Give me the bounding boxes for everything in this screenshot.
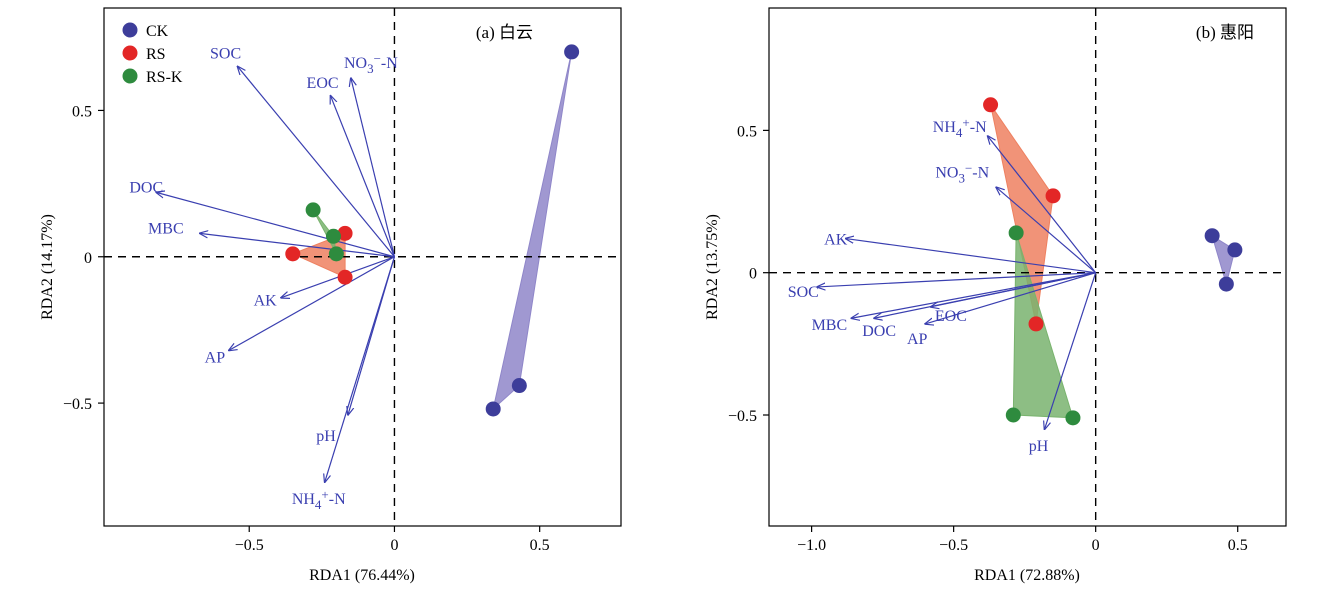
y-tick-label: −0.5 [728, 408, 757, 425]
arrow-label-doc: DOC [129, 179, 163, 196]
point-rs [285, 246, 301, 262]
y-tick-label: −0.5 [63, 396, 92, 413]
arrow-label-eoc: EOC [307, 75, 339, 92]
x-tick-label: −0.5 [939, 537, 968, 554]
arrow-label-soc: SOC [210, 46, 241, 63]
point-rs [337, 225, 353, 241]
axis-ticks: −1.0 −0.5 0 0.5 −0.5 0 0.5 [728, 123, 1248, 554]
sample-points [285, 44, 580, 417]
arrow-eoc [931, 272, 1096, 307]
arrow-label-ak: AK [254, 293, 278, 310]
arrow-ph [1045, 272, 1097, 430]
y-axis-label: RDA2 (14.17%) [39, 214, 56, 320]
point-ck [1227, 242, 1243, 258]
x-axis-label: RDA1 (72.88%) [974, 567, 1080, 584]
point-ck [485, 401, 501, 417]
arrow-mbc [851, 272, 1096, 319]
y-tick-label: 0 [749, 266, 757, 283]
arrow-doc [156, 192, 395, 258]
point-ck [1218, 276, 1234, 292]
x-tick-label: 0 [1092, 537, 1100, 554]
arrow-nh4-n [325, 256, 396, 482]
arrow-label-doc: DOC [862, 323, 896, 340]
point-rs [1045, 188, 1061, 204]
arrow-label-ap: AP [205, 349, 226, 366]
legend-marker-ck [122, 22, 138, 38]
arrow-label-soc: SOC [788, 284, 819, 301]
panel-label: (a) 白云 [476, 23, 533, 42]
arrow-label-no3-n: NO3−-N [935, 160, 989, 185]
x-tick-label: −1.0 [797, 537, 826, 554]
arrow-label-mbc: MBC [812, 317, 848, 334]
point-rs-k [325, 228, 341, 244]
legend-label-ck: CK [146, 23, 169, 40]
arrow-label-ph: pH [1029, 438, 1049, 455]
arrow-nh4-n [988, 136, 1097, 274]
arrow-label-mbc: MBC [148, 220, 184, 237]
point-rs-k [328, 246, 344, 262]
arrow-soc [238, 67, 395, 258]
arrow-soc [817, 272, 1096, 287]
arrow-ap [925, 272, 1096, 324]
arrow-mbc [200, 233, 395, 258]
x-tick-label: 0.5 [530, 537, 550, 554]
point-rs [1028, 316, 1044, 332]
legend: CK RS RS-K [122, 22, 183, 86]
hull-ck [492, 51, 573, 411]
y-tick-label: 0.5 [72, 103, 92, 120]
zero-lines [769, 8, 1286, 526]
arrow-eoc [331, 96, 396, 257]
axis-ticks: −0.5 0 0.5 −0.5 0 0.5 [63, 103, 550, 554]
x-tick-label: −0.5 [235, 537, 264, 554]
y-tick-label: 0 [84, 250, 92, 267]
arrow-ap [229, 256, 395, 351]
zero-lines [104, 8, 621, 526]
legend-label-rs-k: RS-K [146, 69, 183, 86]
point-rs-k [1008, 225, 1024, 241]
arrow-ak [846, 239, 1096, 274]
x-tick-label: 0.5 [1228, 537, 1248, 554]
panel-label: (b) 惠阳 [1196, 23, 1254, 42]
point-ck [511, 378, 527, 394]
legend-marker-rs-k [122, 68, 138, 84]
point-rs [337, 269, 353, 285]
point-rs-k [305, 202, 321, 218]
legend-label-rs: RS [146, 46, 166, 63]
x-axis-label: RDA1 (76.44%) [309, 567, 415, 584]
arrow-label-ak: AK [824, 232, 848, 249]
point-rs-k [1065, 410, 1081, 426]
point-ck [564, 44, 580, 60]
arrow-no3-n [996, 187, 1097, 274]
point-rs [983, 97, 999, 113]
y-tick-label: 0.5 [737, 123, 757, 140]
legend-marker-rs [122, 45, 138, 61]
arrow-no3-n [351, 78, 396, 257]
sample-points [983, 97, 1243, 426]
point-ck [1204, 228, 1220, 244]
x-tick-label: 0 [390, 537, 398, 554]
arrow-label-ap: AP [907, 331, 928, 348]
arrow-label-ph: pH [316, 428, 336, 445]
y-axis-label: RDA2 (13.75%) [704, 214, 721, 320]
point-rs-k [1005, 407, 1021, 423]
